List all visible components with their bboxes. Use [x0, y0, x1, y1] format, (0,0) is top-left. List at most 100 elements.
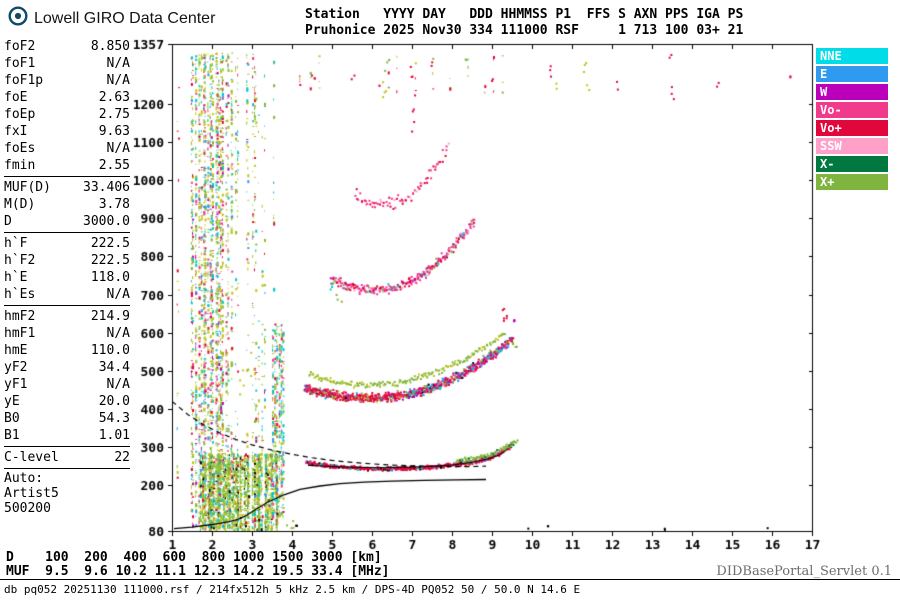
param-label: hmE — [4, 343, 28, 358]
panel-separator — [4, 305, 130, 306]
param-label: h`Es — [4, 287, 36, 302]
param-label: MUF(D) — [4, 180, 51, 195]
param-label: foE — [4, 90, 28, 105]
param-value: 2.63 — [98, 90, 130, 105]
servlet-version: DIDBasePortal_Servlet 0.1 — [716, 564, 892, 579]
param-value: 8.850 — [90, 39, 130, 54]
param-row-hmf2: hmF2 214.9 — [4, 308, 130, 325]
station-header-labels: Station YYYY DAY DDD HHMMSS P1 FFS S AXN… — [305, 7, 744, 22]
muf-distance-table: D 100 200 400 600 800 1000 1500 3000 [km… — [6, 551, 390, 579]
parameter-panel: foF2 8.850 foF1 N/A foF1p N/A foE 2.63 foEp 2.75 f… — [4, 38, 130, 516]
param-label: foF1 — [4, 56, 36, 71]
autoscaling-info: Artist5 — [4, 486, 59, 501]
param-row-hme: hmE 110.0 — [4, 342, 130, 359]
legend-item-x+: X+ — [816, 174, 888, 190]
param-row-ye: yE 20.0 — [4, 393, 130, 410]
param-row-he: h`E 118.0 — [4, 269, 130, 286]
brand: Lowell GIRO Data Center — [8, 6, 215, 31]
legend-item-vo-: Vo- — [816, 102, 888, 118]
param-value: 9.63 — [98, 124, 130, 139]
station-header-values: Pruhonice 2025 Nov30 334 111000 RSF 1 71… — [305, 23, 744, 38]
param-label: yE — [4, 394, 20, 409]
param-label: yF2 — [4, 360, 28, 375]
lowell-giro-logo-icon — [8, 6, 28, 31]
param-value: 1.01 — [98, 428, 130, 443]
param-row-yf2: yF2 34.4 — [4, 359, 130, 376]
param-row-b1: B1 1.01 — [4, 427, 130, 444]
param-row-b0: B0 54.3 — [4, 410, 130, 427]
param-label: D — [4, 214, 12, 229]
param-row-hes: h`Es N/A — [4, 286, 130, 303]
param-value: 2.75 — [98, 107, 130, 122]
param-label: foF2 — [4, 39, 36, 54]
autoscaling-info: Auto: — [4, 471, 44, 486]
param-row-hf2: h`F2 222.5 — [4, 252, 130, 269]
legend-item-e: E — [816, 66, 888, 82]
param-value: N/A — [106, 287, 130, 302]
legend-item-x-: X- — [816, 156, 888, 172]
param-label: foEp — [4, 107, 36, 122]
param-row-hmf1: hmF1 N/A — [4, 325, 130, 342]
param-value: N/A — [106, 56, 130, 71]
legend-item-w: W — [816, 84, 888, 100]
panel-separator — [4, 176, 130, 177]
param-label: hmF1 — [4, 326, 36, 341]
brand-title: Lowell GIRO Data Center — [34, 9, 216, 27]
param-label: foF1p — [4, 73, 44, 88]
param-value: 214.9 — [90, 309, 130, 324]
param-value: 20.0 — [98, 394, 130, 409]
param-row-md: M(D) 3.78 — [4, 196, 130, 213]
param-row-yf1: yF1 N/A — [4, 376, 130, 393]
param-value: N/A — [106, 326, 130, 341]
param-value: 22 — [114, 450, 130, 465]
param-row-fxi: fxI 9.63 — [4, 123, 130, 140]
param-row-foes: foEs N/A — [4, 140, 130, 157]
param-row-foep: foEp 2.75 — [4, 106, 130, 123]
legend-item-vo+: Vo+ — [816, 120, 888, 136]
param-row-clevel: C-level 22 — [4, 449, 130, 466]
autoscaling-info: 500200 — [4, 501, 51, 516]
param-value: 2.55 — [98, 158, 130, 173]
param-value: 222.5 — [90, 253, 130, 268]
echo-legend: NNE E W Vo- Vo+ SSW X- X+ — [816, 48, 888, 190]
panel-separator — [4, 446, 130, 447]
param-label: yF1 — [4, 377, 28, 392]
param-label: foEs — [4, 141, 36, 156]
param-value: N/A — [106, 73, 130, 88]
param-label: fmin — [4, 158, 36, 173]
param-row-hf: h`F 222.5 — [4, 235, 130, 252]
distance-row: D 100 200 400 600 800 1000 1500 3000 [km… — [6, 550, 382, 565]
param-row-d: D 3000.0 — [4, 213, 130, 230]
param-row-fof1: foF1 N/A — [4, 55, 130, 72]
param-row-mufd: MUF(D) 33.406 — [4, 179, 130, 196]
param-row-fmin: fmin 2.55 — [4, 157, 130, 174]
legend-item-ssw: SSW — [816, 138, 888, 154]
param-value: 33.406 — [83, 180, 130, 195]
footer-divider — [0, 579, 900, 580]
param-value: 3.78 — [98, 197, 130, 212]
param-label: h`F — [4, 236, 28, 251]
param-row-fof2: foF2 8.850 — [4, 38, 130, 55]
param-label: fxI — [4, 124, 28, 139]
panel-separator — [4, 468, 130, 469]
status-line: db pq052 20251130 111000.rsf / 214fx512h… — [4, 583, 581, 596]
param-value: 222.5 — [90, 236, 130, 251]
param-value: N/A — [106, 141, 130, 156]
param-value: 118.0 — [90, 270, 130, 285]
param-label: h`E — [4, 270, 28, 285]
param-value: 3000.0 — [83, 214, 130, 229]
legend-item-nne: NNE — [816, 48, 888, 64]
muf-row: MUF 9.5 9.6 10.2 11.1 12.3 14.2 19.5 33.… — [6, 564, 390, 579]
param-value: 34.4 — [98, 360, 130, 375]
param-label: B0 — [4, 411, 20, 426]
param-label: B1 — [4, 428, 20, 443]
param-row-foe: foE 2.63 — [4, 89, 130, 106]
param-label: h`F2 — [4, 253, 36, 268]
panel-separator — [4, 232, 130, 233]
param-label: M(D) — [4, 197, 36, 212]
param-label: hmF2 — [4, 309, 36, 324]
param-value: 110.0 — [90, 343, 130, 358]
param-label: C-level — [4, 450, 59, 465]
